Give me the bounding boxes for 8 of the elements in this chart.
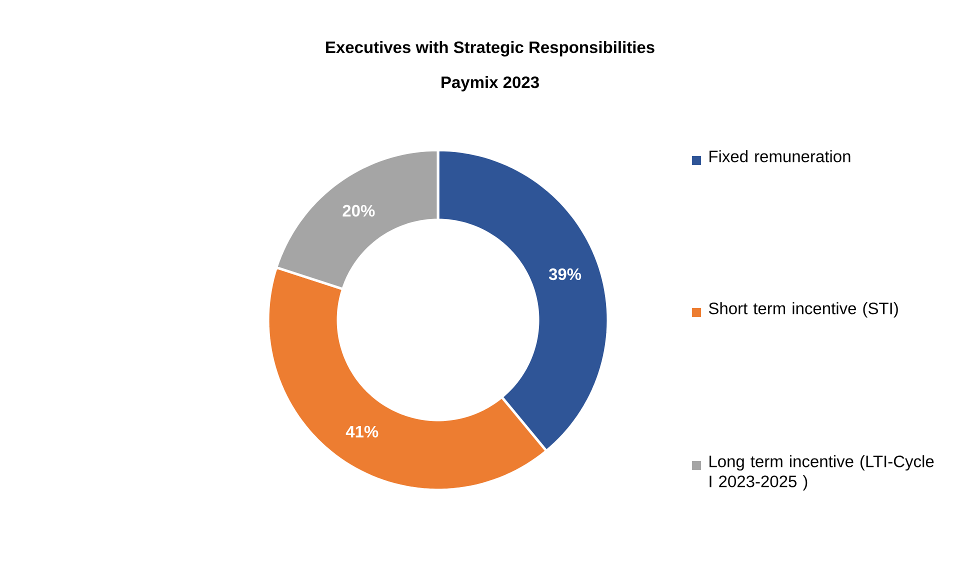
data-label: 20% <box>342 204 375 217</box>
legend-label: Long term incentive (LTI-Cycle I 2023-2025 ) <box>710 455 934 491</box>
legend-label: Short term incentive (STI) <box>708 302 898 318</box>
data-label: 41% <box>346 426 378 438</box>
legend-label: Fixed remuneration <box>710 150 850 162</box>
data-label: 39% <box>548 268 582 280</box>
chart-subtitle: Paymix 2023 <box>442 76 539 92</box>
chart-title: Executives with Strategic Responsibilities <box>326 41 654 56</box>
